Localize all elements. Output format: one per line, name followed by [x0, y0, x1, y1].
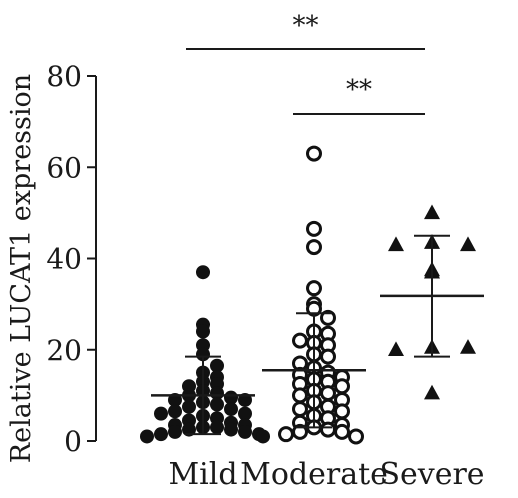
y-tick-label: 40 [46, 243, 82, 276]
data-point-mild [210, 397, 224, 412]
data-point-mild [182, 422, 196, 437]
data-point-moderate [334, 403, 350, 420]
data-point-mild [224, 422, 238, 437]
data-point-mild [182, 399, 196, 414]
y-tick-label: 20 [46, 334, 82, 367]
significance-label: ** [293, 11, 319, 41]
data-point-mild [224, 402, 238, 417]
y-tick-label: 80 [46, 60, 82, 93]
data-point-mild [238, 406, 252, 421]
significance-brackets: ** ** [186, 11, 425, 115]
x-tick-label-severe: Severe [379, 457, 484, 492]
data-point-mild [256, 429, 270, 444]
error-bars [151, 234, 484, 436]
x-tick-label-mild: Mild [168, 457, 237, 492]
data-point-severe [424, 384, 440, 400]
significance-label: ** [346, 75, 372, 105]
data-point-severe [388, 236, 404, 252]
data-point-severe [460, 339, 476, 354]
data-point-moderate [334, 378, 350, 395]
data-point-moderate [306, 280, 322, 297]
data-point-moderate [320, 421, 336, 438]
data-point-severe [460, 236, 476, 252]
data-point-moderate [306, 220, 322, 237]
data-point-severe [388, 341, 404, 357]
data-point-moderate [348, 428, 364, 445]
data-point-mild [168, 424, 182, 439]
data-point-moderate [278, 426, 294, 443]
x-tick-label-moderate: Moderate [240, 457, 388, 492]
data-point-moderate [320, 309, 336, 326]
data-point-moderate [292, 387, 308, 404]
y-tick-label: 60 [46, 151, 82, 184]
data-point-moderate [306, 145, 322, 162]
data-point-moderate [320, 348, 336, 365]
data-point-mild [196, 265, 210, 280]
data-point-mild [210, 420, 224, 435]
data-point-mild [196, 324, 210, 339]
data-point-mild [154, 406, 168, 421]
data-point-mild [210, 358, 224, 373]
y-tick-label: 0 [64, 425, 82, 458]
data-point-mild [140, 429, 154, 444]
data-point-mild [154, 427, 168, 442]
data-point-moderate [292, 401, 308, 418]
y-axis-label: Relative LUCAT1 expression [6, 74, 37, 463]
data-point-moderate [292, 332, 308, 349]
data-point-severe [424, 204, 440, 220]
data-point-moderate [306, 239, 322, 256]
data-point-moderate [334, 423, 350, 440]
y-axis: 0 20 40 60 80 [46, 60, 97, 458]
data-point-mild [168, 404, 182, 419]
data-point-moderate [320, 385, 336, 402]
data-point-mild [238, 424, 252, 439]
data-point-mild [196, 347, 210, 362]
